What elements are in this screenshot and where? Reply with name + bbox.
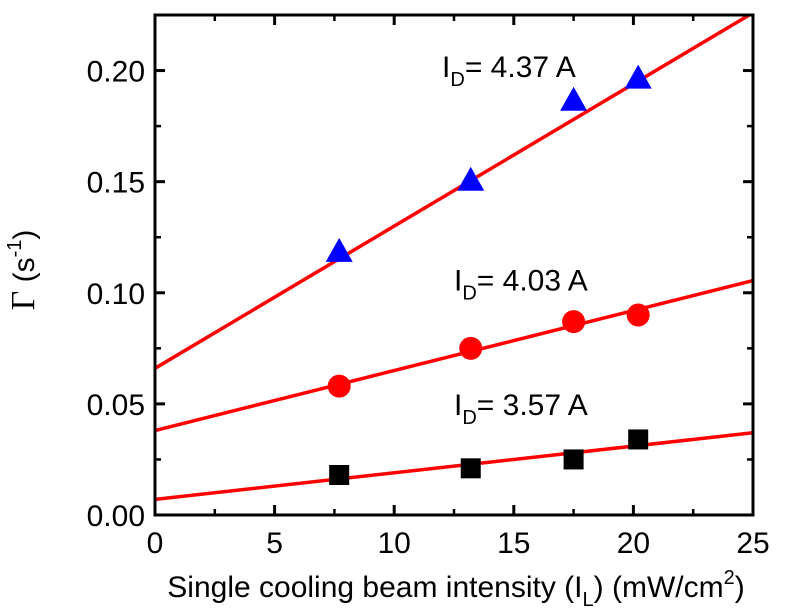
data-point-s2-2 bbox=[459, 336, 483, 360]
data-point-s1-2 bbox=[460, 458, 481, 479]
data-point-s1-4 bbox=[628, 429, 649, 450]
series-label-1: ID= 3.57 A bbox=[454, 389, 588, 429]
x-tick-label: 0 bbox=[147, 527, 164, 560]
fit-line-2 bbox=[155, 278, 753, 433]
data-point-s3-2 bbox=[457, 166, 485, 191]
x-tick-label: 10 bbox=[378, 527, 411, 560]
data-point-s1-1 bbox=[329, 465, 350, 485]
x-axis-title: Single cooling beam intensity (IL) (mW/c… bbox=[167, 567, 744, 611]
data-point-s2-1 bbox=[327, 374, 351, 398]
y-tick-label: 0.05 bbox=[87, 389, 145, 422]
data-point-s3-3 bbox=[560, 86, 588, 111]
data-point-s3-4 bbox=[624, 64, 652, 89]
y-tick-label: 0.10 bbox=[87, 278, 145, 311]
data-point-s2-4 bbox=[626, 303, 650, 327]
y-tick-label: 0.00 bbox=[87, 500, 145, 533]
x-tick-label: 20 bbox=[617, 527, 650, 560]
y-tick-label: 0.20 bbox=[87, 56, 145, 89]
x-tick-label: 5 bbox=[266, 527, 283, 560]
series-label-3: ID= 4.37 A bbox=[442, 51, 576, 91]
y-tick-label: 0.15 bbox=[87, 167, 145, 200]
fit-line-3 bbox=[155, 15, 753, 370]
series-label-2: ID= 4.03 A bbox=[454, 265, 588, 305]
y-axis-title: Γ (s-1) bbox=[4, 230, 42, 311]
x-tick-label: 15 bbox=[497, 527, 530, 560]
data-point-s2-3 bbox=[562, 310, 586, 334]
x-tick-label: 25 bbox=[736, 527, 769, 560]
data-point-s1-3 bbox=[563, 449, 584, 470]
fit-line-1 bbox=[155, 431, 753, 502]
data-point-s3-1 bbox=[325, 237, 353, 262]
